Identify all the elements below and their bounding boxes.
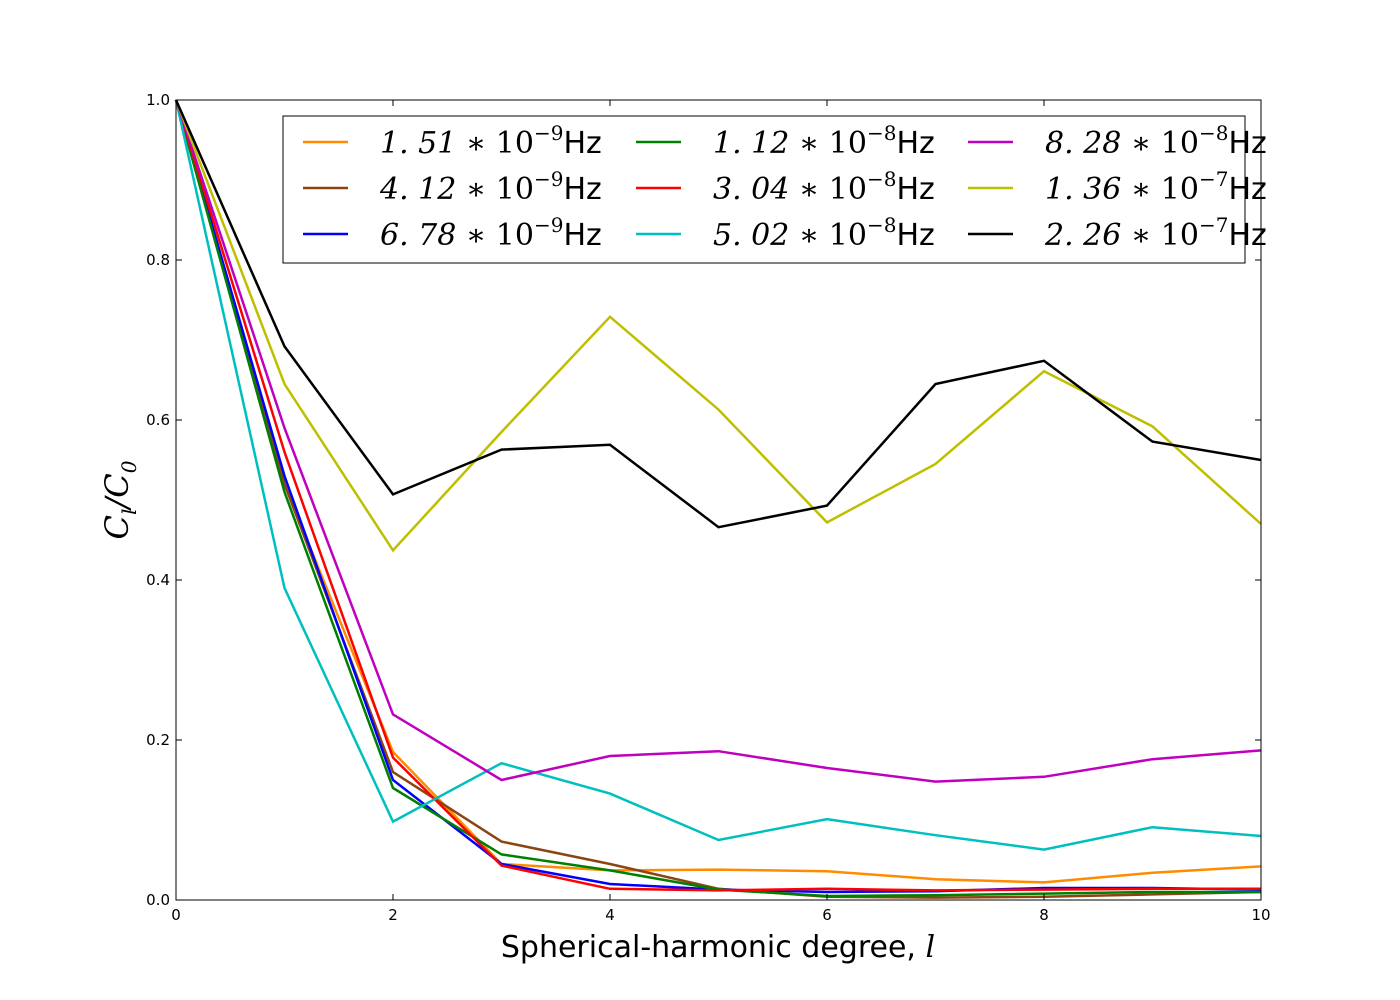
y-tick-label: 0.6 bbox=[146, 411, 170, 429]
x-tick-label: 10 bbox=[1251, 906, 1270, 924]
series-layer bbox=[174, 99, 1262, 899]
y-tick-label: 0.2 bbox=[146, 731, 170, 749]
legend-label-6: 8. 28 ∗ 10−8Hz bbox=[1045, 121, 1267, 161]
y-tick-label: 1.0 bbox=[146, 91, 170, 109]
plot-frame bbox=[175, 99, 1262, 901]
legend-label-7: 1. 36 ∗ 10−7Hz bbox=[1045, 167, 1267, 207]
legend-label-0: 1. 51 ∗ 10−9Hz bbox=[380, 121, 602, 161]
x-tick-label: 8 bbox=[1039, 906, 1049, 924]
legend-label-8: 2. 26 ∗ 10−7Hz bbox=[1044, 213, 1267, 253]
x-axis-label-text: Spherical-harmonic degree, bbox=[501, 930, 926, 965]
ticks-layer: 0 2 4 6 8 10 0.0 0.2 0.4 0.6 0.8 1.0 bbox=[146, 91, 1270, 924]
y-tick-label: 0.8 bbox=[146, 251, 170, 269]
series-line-7 bbox=[174, 99, 1262, 553]
svg-text:Cl/C0: Cl/C0 bbox=[98, 460, 141, 539]
y-tick-label: 0.4 bbox=[146, 571, 170, 589]
x-tick-label: 6 bbox=[822, 906, 832, 924]
x-axis-label: Spherical-harmonic degree, l bbox=[501, 930, 935, 965]
series-line-6 bbox=[174, 99, 1262, 783]
legend-label-1: 4. 12 ∗ 10−9Hz bbox=[379, 167, 602, 207]
x-tick-label: 4 bbox=[605, 906, 615, 924]
series-line-0 bbox=[174, 99, 1262, 884]
legend-label-5: 5. 02 ∗ 10−8Hz bbox=[713, 213, 935, 253]
legend: 1. 51 ∗ 10−9Hz 4. 12 ∗ 10−9Hz 6. 78 ∗ 10−9… bbox=[282, 115, 1267, 264]
series-line-8 bbox=[174, 99, 1262, 529]
y-tick-label: 0.0 bbox=[146, 891, 170, 909]
x-axis-label-var: l bbox=[926, 930, 936, 965]
y-axis-label: Cl/C0 bbox=[98, 460, 141, 539]
legend-label-2: 6. 78 ∗ 10−9Hz bbox=[380, 213, 602, 253]
legend-label-4: 3. 04 ∗ 10−8Hz bbox=[713, 167, 935, 207]
legend-label-3: 1. 12 ∗ 10−8Hz bbox=[713, 121, 935, 161]
x-tick-label: 0 bbox=[171, 906, 181, 924]
legend-box bbox=[282, 115, 1246, 264]
series-line-4 bbox=[174, 99, 1261, 892]
series-line-5 bbox=[174, 99, 1262, 851]
x-tick-label: 2 bbox=[388, 906, 398, 924]
